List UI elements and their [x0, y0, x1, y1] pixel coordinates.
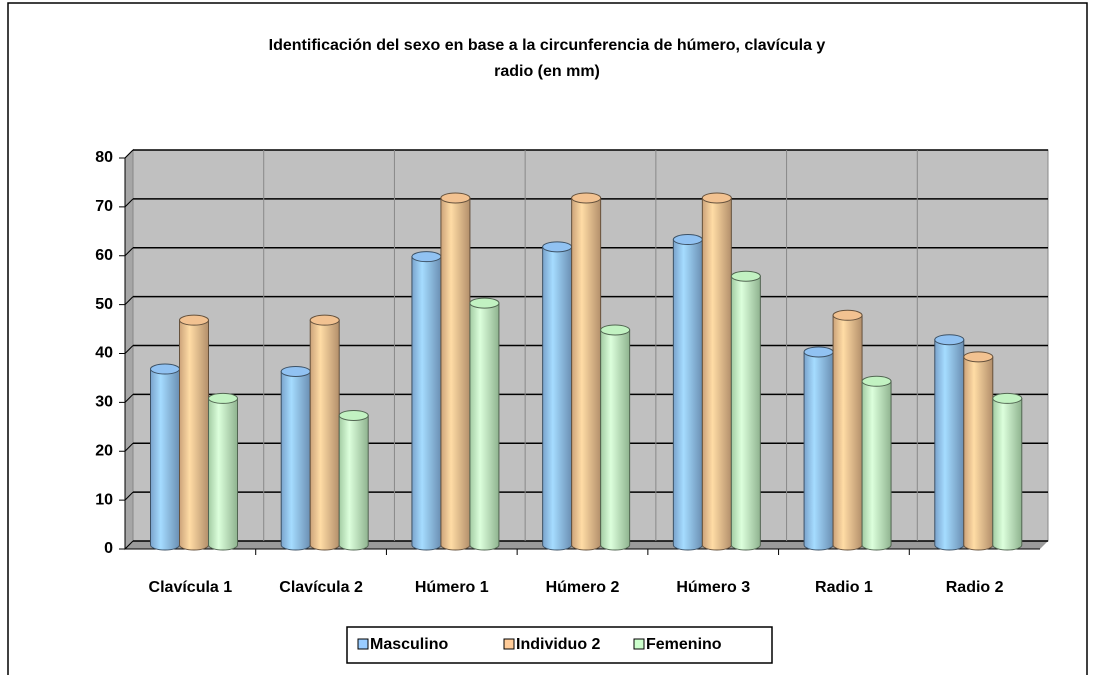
bar: [992, 392, 1023, 551]
y-tick-label: 80: [95, 149, 113, 166]
grid-line: [124, 442, 134, 452]
grid-line: [124, 540, 134, 550]
bar-body: [934, 339, 965, 551]
bar-body: [992, 397, 1023, 551]
legend-label: Femenino: [646, 636, 722, 653]
bar: [469, 297, 500, 551]
bar-body: [542, 246, 573, 551]
bar-top: [150, 363, 180, 375]
legend-box: [346, 626, 773, 664]
grid-line: [124, 345, 134, 354]
legend-swatch: [633, 638, 645, 650]
bar: [571, 192, 602, 551]
bar-top: [701, 192, 732, 204]
bar: [411, 251, 442, 551]
bar-top: [803, 346, 834, 358]
bar-body: [701, 197, 732, 551]
bar-top: [832, 309, 863, 321]
y-tick-label: 70: [95, 198, 113, 215]
y-tick-label: 0: [104, 540, 113, 557]
bar-top: [179, 314, 209, 326]
bar-body: [150, 368, 180, 551]
x-tick-label: Húmero 3: [676, 579, 750, 596]
bar-body: [280, 370, 311, 551]
bar: [280, 365, 311, 551]
bar-top: [338, 409, 369, 421]
bar-top: [963, 351, 994, 363]
bar-top: [411, 251, 442, 263]
x-tick-label: Húmero 1: [415, 579, 489, 596]
legend-swatch: [357, 638, 369, 650]
bar: [701, 192, 732, 551]
chart-title: Identificación del sexo en base a la cir…: [269, 37, 826, 80]
bar-top: [992, 392, 1023, 404]
grid-line: [124, 198, 134, 208]
y-tick-label: 30: [95, 394, 113, 411]
bar-body: [440, 197, 471, 551]
bar: [934, 334, 965, 551]
y-tick-label: 50: [95, 296, 113, 313]
bar-body: [963, 356, 994, 551]
bar: [150, 363, 180, 551]
bar: [672, 234, 703, 551]
bar-top: [208, 392, 238, 404]
x-tick-label: Clavícula 1: [149, 579, 233, 596]
grid-line: [124, 491, 134, 501]
x-tick-label: Radio 2: [946, 579, 1004, 596]
legend-label: Masculino: [370, 636, 448, 653]
bar-body: [571, 197, 602, 551]
bar: [338, 409, 369, 551]
bar-body: [832, 314, 863, 551]
x-tick-label: Húmero 2: [546, 579, 620, 596]
chart-border: [7, 2, 1088, 675]
bar: [542, 241, 573, 551]
bar: [600, 324, 631, 551]
bar-top: [600, 324, 631, 336]
bar: [208, 392, 238, 551]
bar: [861, 375, 892, 551]
y-tick-label: 60: [95, 247, 113, 264]
x-tick-label: Clavícula 2: [279, 579, 363, 596]
bar-body: [338, 414, 369, 551]
bar-body: [861, 380, 892, 551]
bar-top: [672, 234, 703, 246]
bar-body: [179, 319, 209, 551]
bar-body: [469, 302, 500, 551]
bar: [832, 309, 863, 551]
bar-body: [309, 319, 340, 551]
bar-top: [861, 375, 892, 387]
y-tick-label: 10: [95, 491, 113, 508]
bar: [963, 351, 994, 551]
bar: [803, 346, 834, 551]
bar: [730, 270, 761, 551]
y-tick-label: 20: [95, 442, 113, 459]
grid-line: [124, 296, 134, 305]
bar-body: [803, 351, 834, 551]
bar-top: [934, 334, 965, 346]
bar-body: [730, 275, 761, 551]
bar-body: [672, 239, 703, 551]
bar-body: [208, 397, 238, 551]
bar-body: [600, 329, 631, 551]
bar-top: [440, 192, 471, 204]
bar-body: [411, 256, 442, 551]
bar: [440, 192, 471, 551]
legend-swatch: [503, 638, 515, 650]
grid-line: [124, 394, 134, 403]
grid-line: [124, 149, 134, 159]
y-tick-label: 40: [95, 345, 113, 362]
bar-top: [309, 314, 340, 326]
bar-top: [542, 241, 573, 253]
bar-top: [469, 297, 500, 309]
x-tick-label: Radio 1: [815, 579, 873, 596]
bar: [309, 314, 340, 551]
bar-top: [280, 365, 311, 377]
bar-top: [730, 270, 761, 282]
grid-line: [124, 247, 134, 257]
bar: [179, 314, 209, 551]
legend-label: Individuo 2: [516, 636, 601, 653]
bar-top: [571, 192, 602, 204]
